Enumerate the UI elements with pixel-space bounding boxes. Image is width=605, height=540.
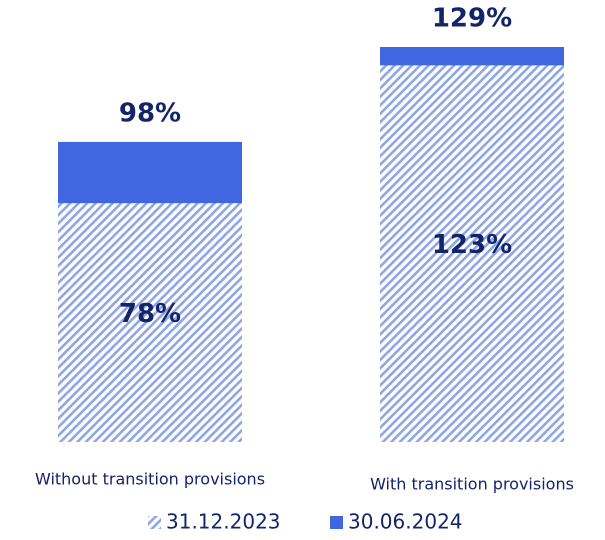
legend-label: 30.06.2024 <box>348 510 463 534</box>
legend-label: 31.12.2023 <box>166 510 281 534</box>
data-label: 129% <box>432 4 512 34</box>
x-tick-label: With transition provisions <box>370 475 574 494</box>
bar <box>58 203 242 442</box>
data-label: 123% <box>432 230 512 260</box>
x-tick-label: Without transition provisions <box>35 470 265 489</box>
legend-swatch <box>330 516 343 529</box>
data-label: 98% <box>119 98 181 128</box>
bar <box>380 65 564 442</box>
legend-swatch <box>148 516 161 529</box>
data-label: 78% <box>119 299 181 329</box>
